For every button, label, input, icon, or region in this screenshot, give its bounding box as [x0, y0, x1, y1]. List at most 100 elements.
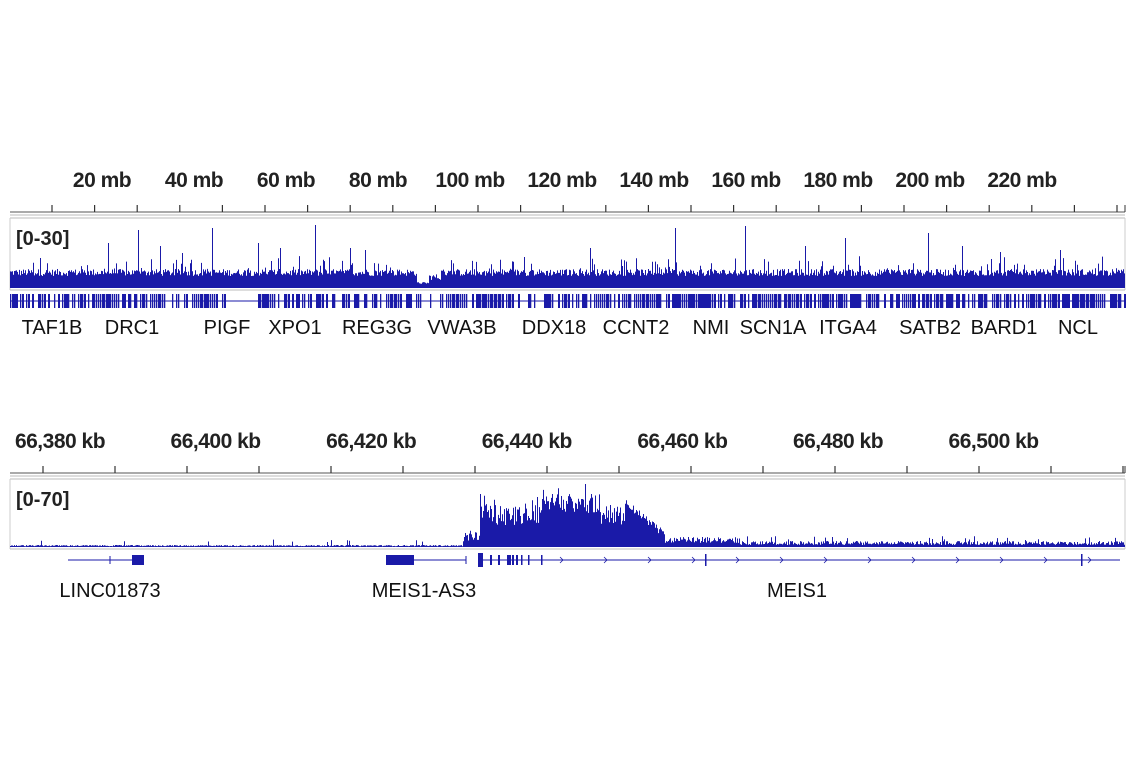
gene-feature [846, 294, 848, 308]
gene-feature [380, 294, 382, 308]
strand-arrow-icon [735, 556, 740, 564]
gene-feature [528, 294, 530, 308]
gene-feature [396, 294, 398, 308]
gene-feature [800, 294, 802, 308]
gene-feature [696, 294, 698, 308]
gene-feature [680, 294, 682, 308]
gene-feature [776, 294, 778, 308]
gene-feature [42, 294, 44, 308]
gene-feature [1000, 294, 1002, 308]
gene-feature [922, 294, 924, 308]
gene-exon [705, 554, 707, 566]
gene-feature [692, 294, 694, 308]
gene-feature [98, 294, 100, 308]
gene-feature [1056, 294, 1058, 308]
gene-feature [686, 294, 688, 308]
gene-feature [998, 294, 1000, 308]
gene-feature [466, 294, 468, 308]
ruler-tick-label: 120 mb [527, 169, 596, 192]
gene-feature [14, 294, 16, 308]
gene-feature [768, 294, 770, 308]
gene-feature [320, 294, 322, 308]
gene-feature [708, 294, 710, 308]
gene-feature [500, 294, 502, 308]
gene-feature [836, 294, 838, 308]
gene-feature [150, 294, 152, 308]
gene-feature [1110, 294, 1112, 308]
gene-feature [216, 294, 218, 308]
gene-feature [646, 294, 648, 308]
gene-feature [1082, 294, 1084, 308]
gene-label: ITGA4 [819, 317, 877, 339]
gene-feature [1078, 294, 1080, 308]
gene-feature [798, 294, 800, 308]
gene-feature [596, 294, 598, 308]
ruler-tick-label: 160 mb [711, 169, 780, 192]
gene-exon [386, 555, 414, 565]
gene-feature [688, 294, 690, 308]
gene-feature [388, 294, 390, 308]
gene-feature [506, 294, 508, 308]
gene-label: PIGF [204, 317, 251, 339]
gene-feature [808, 294, 810, 308]
gene-feature [1022, 294, 1024, 308]
gene-label: NCL [1058, 317, 1098, 339]
gene-label: MEIS1 [767, 580, 827, 602]
gene-feature [1080, 294, 1082, 308]
gene-feature [630, 294, 632, 308]
gene-feature [316, 294, 318, 308]
gene-feature [498, 294, 500, 308]
gene-feature [442, 294, 444, 308]
strand-arrow-icon [867, 556, 872, 564]
gene-feature [772, 294, 774, 308]
gene-feature [754, 294, 756, 308]
gene-feature [386, 294, 388, 308]
gene-feature [100, 294, 102, 308]
gene-feature [58, 294, 60, 308]
gene-feature [116, 294, 118, 308]
gene-feature [530, 294, 532, 308]
gene-feature [12, 294, 14, 308]
gene-feature [930, 294, 932, 308]
gene-feature [1048, 294, 1050, 308]
gene-feature [140, 294, 142, 308]
gene-label: CCNT2 [603, 317, 670, 339]
gene-feature [828, 294, 830, 308]
gene-feature [394, 294, 396, 308]
gene-feature [628, 294, 630, 308]
gene-feature [756, 294, 758, 308]
gene-feature [676, 294, 678, 308]
gene-feature [590, 294, 592, 308]
gene-feature [734, 294, 736, 308]
gene-feature [1068, 294, 1070, 308]
gene-feature [656, 294, 658, 308]
gene-label: XPO1 [268, 317, 321, 339]
gene-feature [740, 294, 742, 308]
ruler-tick-label: 60 mb [257, 169, 315, 192]
gene-feature [1014, 294, 1016, 308]
gene-feature [852, 294, 854, 308]
gene-feature [420, 294, 422, 308]
gene-label: DDX18 [522, 317, 586, 339]
ruler-tick-label: 140 mb [619, 169, 688, 192]
gene-feature [1052, 294, 1054, 308]
gene-feature [214, 294, 216, 308]
gene-feature [212, 294, 214, 308]
gene-feature [544, 294, 546, 308]
gene-feature [840, 294, 842, 308]
gene-feature [298, 294, 300, 308]
gene-feature [304, 294, 306, 308]
gene-feature [792, 294, 794, 308]
ruler-tick-label: 66,500 kb [949, 430, 1039, 453]
gene-feature [372, 294, 374, 308]
gene-feature [910, 294, 912, 308]
gene-feature [502, 294, 504, 308]
gene-feature [604, 294, 606, 308]
gene-label: DRC1 [105, 317, 159, 339]
gene-feature [1088, 294, 1090, 308]
gene-feature [44, 294, 46, 308]
gene-feature [346, 294, 348, 308]
gene-feature [602, 294, 604, 308]
gene-feature [510, 294, 512, 308]
gene-feature [940, 294, 942, 308]
